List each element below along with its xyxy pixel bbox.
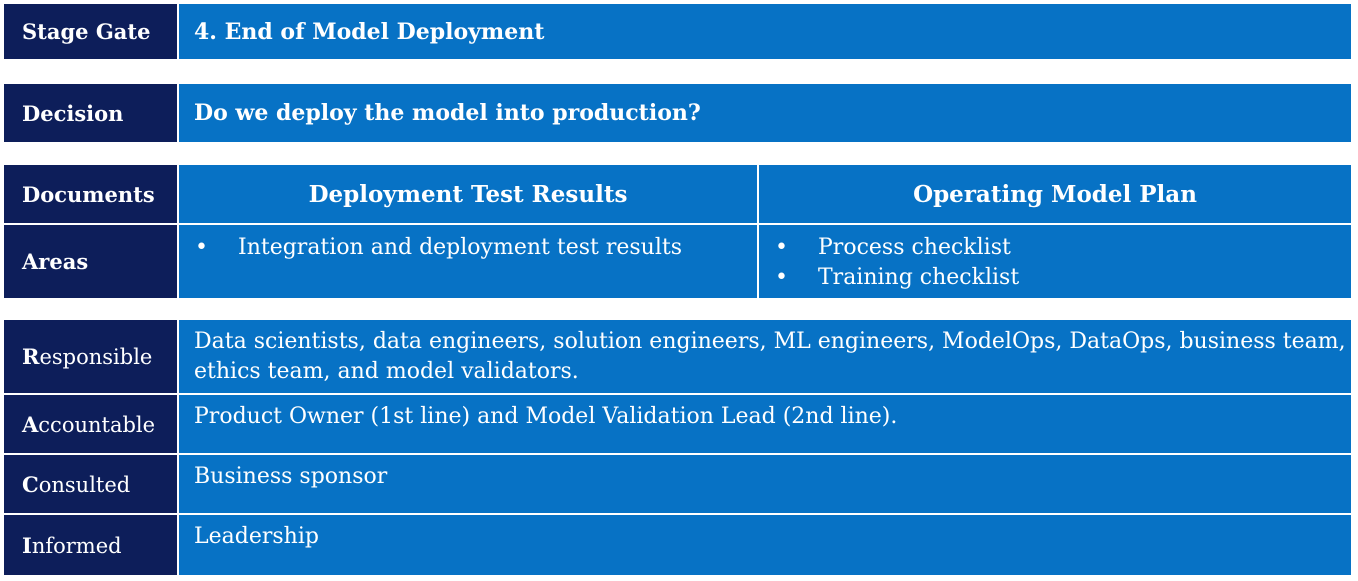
responsible-label: Responsible xyxy=(4,320,177,393)
list-item: Process checklist xyxy=(771,233,1351,263)
informed-label-text: Informed xyxy=(22,532,122,558)
decision-label-text: Decision xyxy=(22,100,124,126)
documents-label-text: Documents xyxy=(22,181,155,207)
areas-label-text: Areas xyxy=(22,249,89,274)
documents-column-2: Operating Model Plan xyxy=(759,165,1351,223)
areas-column-1: Integration and deployment test results xyxy=(179,225,757,298)
decision-label: Decision xyxy=(4,84,177,142)
responsible-value: Data scientists, data engineers, solutio… xyxy=(179,320,1351,393)
list-item: Training checklist xyxy=(771,263,1351,293)
documents-label: Documents xyxy=(4,165,177,223)
decision-question: Do we deploy the model into production? xyxy=(194,100,701,126)
accountable-text: Product Owner (1st line) and Model Valid… xyxy=(194,404,898,429)
accountable-label-text: Accountable xyxy=(22,411,156,437)
consulted-label: Consulted xyxy=(4,455,177,513)
informed-value: Leadership xyxy=(179,515,1351,575)
responsible-label-text: Responsible xyxy=(22,344,153,369)
consulted-value: Business sponsor xyxy=(179,455,1351,513)
stage-gate-label: Stage Gate xyxy=(4,4,177,59)
stage-gate-label-text: Stage Gate xyxy=(22,19,151,44)
decision-value: Do we deploy the model into production? xyxy=(179,84,1351,142)
operating-model-plan-heading: Operating Model Plan xyxy=(913,180,1197,208)
stage-gate-value: 4. End of Model Deployment xyxy=(179,4,1351,59)
consulted-text: Business sponsor xyxy=(194,464,388,489)
documents-column-1: Deployment Test Results xyxy=(179,165,757,223)
deployment-test-results-heading: Deployment Test Results xyxy=(308,180,628,208)
areas-column-2-list: Process checklist Training checklist xyxy=(771,233,1351,293)
areas-label: Areas xyxy=(4,225,177,298)
areas-column-1-list: Integration and deployment test results xyxy=(191,233,757,263)
informed-label: Informed xyxy=(4,515,177,575)
stage-gate-title: 4. End of Model Deployment xyxy=(194,18,545,45)
accountable-value: Product Owner (1st line) and Model Valid… xyxy=(179,395,1351,453)
areas-column-2: Process checklist Training checklist xyxy=(759,225,1351,298)
responsible-text: Data scientists, data engineers, solutio… xyxy=(194,329,1346,384)
informed-text: Leadership xyxy=(194,524,319,549)
accountable-label: Accountable xyxy=(4,395,177,453)
list-item: Integration and deployment test results xyxy=(191,233,757,263)
consulted-label-text: Consulted xyxy=(22,471,131,497)
